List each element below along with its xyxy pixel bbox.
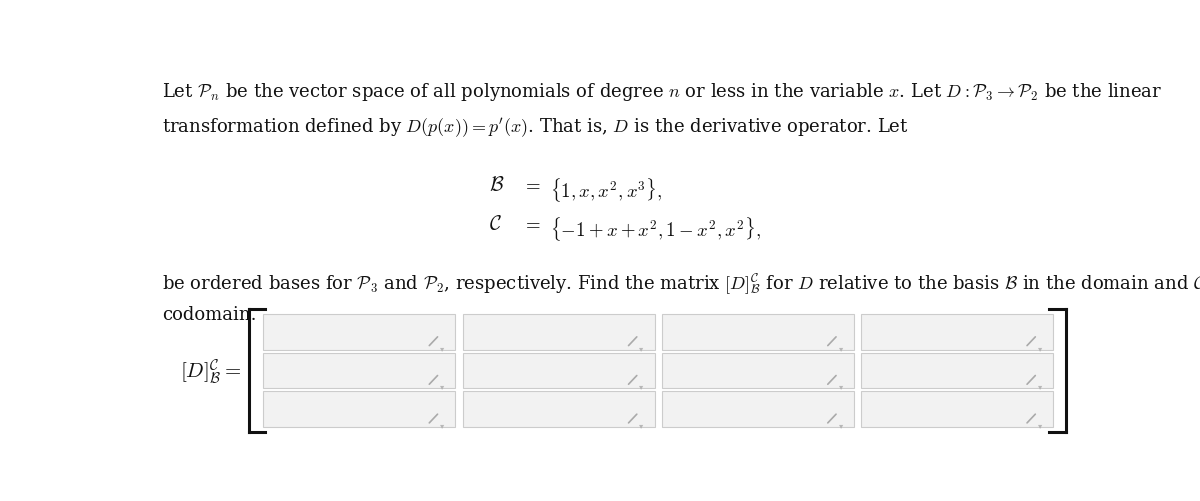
Text: ▾: ▾: [440, 344, 444, 352]
Text: ▾: ▾: [1038, 344, 1042, 352]
Text: $\{-1 + x + x^2, 1 - x^2, x^2\},$: $\{-1 + x + x^2, 1 - x^2, x^2\},$: [550, 214, 761, 242]
Text: $[D]^{\mathcal{C}}_{\mathcal{B}} =$: $[D]^{\mathcal{C}}_{\mathcal{B}} =$: [180, 356, 241, 385]
Text: ▾: ▾: [640, 382, 643, 390]
Text: $=$: $=$: [522, 176, 541, 194]
Text: codomain.: codomain.: [162, 305, 257, 323]
FancyBboxPatch shape: [662, 314, 853, 350]
Text: $=$: $=$: [522, 214, 541, 232]
FancyBboxPatch shape: [662, 353, 853, 388]
Text: ▾: ▾: [839, 421, 842, 429]
Text: ▾: ▾: [640, 344, 643, 352]
Text: ▾: ▾: [640, 421, 643, 429]
FancyBboxPatch shape: [662, 391, 853, 427]
Text: ▾: ▾: [440, 421, 444, 429]
Text: ▾: ▾: [440, 382, 444, 390]
Text: ▾: ▾: [839, 382, 842, 390]
Text: transformation defined by $D(p(x)) = p'(x)$. That is, $D$ is the derivative oper: transformation defined by $D(p(x)) = p'(…: [162, 116, 908, 140]
FancyBboxPatch shape: [463, 391, 654, 427]
Text: $\mathcal{C}$: $\mathcal{C}$: [490, 214, 503, 233]
FancyBboxPatch shape: [463, 353, 654, 388]
FancyBboxPatch shape: [264, 353, 455, 388]
Text: be ordered bases for $\mathcal{P}_3$ and $\mathcal{P}_2$, respectively. Find the: be ordered bases for $\mathcal{P}_3$ and…: [162, 271, 1200, 295]
Text: ▾: ▾: [839, 344, 842, 352]
Text: Let $\mathcal{P}_n$ be the vector space of all polynomials of degree $n$ or less: Let $\mathcal{P}_n$ be the vector space …: [162, 81, 1163, 103]
FancyBboxPatch shape: [862, 353, 1054, 388]
Text: ▾: ▾: [1038, 382, 1042, 390]
FancyBboxPatch shape: [264, 391, 455, 427]
Text: ▾: ▾: [1038, 421, 1042, 429]
FancyBboxPatch shape: [264, 314, 455, 350]
FancyBboxPatch shape: [463, 314, 654, 350]
Text: $\{1, x, x^2, x^3\},$: $\{1, x, x^2, x^3\},$: [550, 176, 662, 204]
FancyBboxPatch shape: [862, 314, 1054, 350]
FancyBboxPatch shape: [862, 391, 1054, 427]
Text: $\mathcal{B}$: $\mathcal{B}$: [490, 176, 505, 195]
